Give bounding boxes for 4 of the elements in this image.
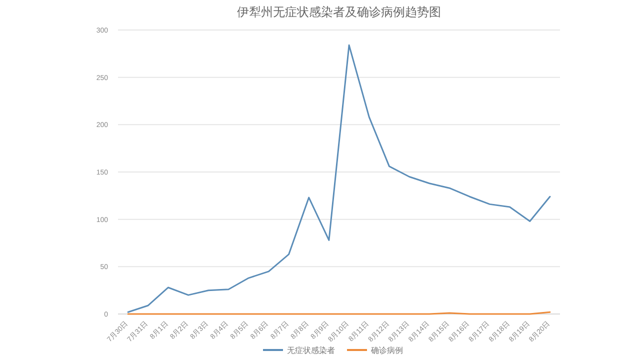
chart-title: 伊犁州无症状感染者及确诊病例趋势图 — [237, 5, 441, 19]
line-series — [127, 44, 551, 313]
legend-label: 确诊病例 — [370, 346, 403, 355]
legend-label: 无症状感染者 — [287, 346, 335, 355]
